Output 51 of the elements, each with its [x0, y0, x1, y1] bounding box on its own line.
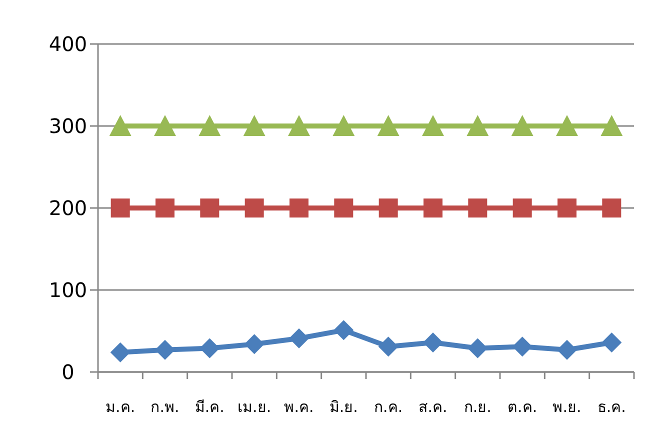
point [556, 115, 578, 136]
point [332, 115, 355, 136]
point [109, 115, 132, 136]
x-tick-label: ม.ค. [106, 398, 136, 416]
y-tick-label: 0 [62, 360, 74, 384]
x-tick-label: ต.ค. [508, 398, 538, 416]
point [558, 198, 576, 218]
point [288, 115, 310, 136]
point [244, 334, 264, 354]
point [423, 332, 443, 352]
point [424, 198, 442, 218]
x-tick-label: พ.ค. [284, 398, 314, 416]
point [602, 332, 622, 352]
x-tick-label: พ.ย. [552, 398, 582, 416]
point [110, 198, 130, 218]
x-tick-label: ก.พ. [150, 398, 180, 416]
x-tick-label: มิ.ย. [329, 398, 358, 416]
x-tick-label: ธ.ค. [597, 398, 626, 416]
y-tick-label: 400 [48, 32, 88, 56]
point [156, 198, 174, 218]
point [243, 115, 266, 136]
x-tick-label: ก.ค. [374, 398, 403, 416]
point [154, 115, 176, 136]
point [289, 328, 309, 348]
point [200, 338, 220, 358]
y-tick-label: 300 [48, 114, 88, 138]
point [511, 115, 534, 136]
point [600, 115, 623, 136]
point [334, 198, 354, 218]
point [244, 198, 264, 218]
point [198, 115, 221, 136]
point [334, 320, 354, 340]
point [110, 342, 130, 362]
x-tick-label: เม.ย. [238, 398, 272, 416]
x-tick-label: มี.ค. [194, 398, 224, 416]
point [602, 198, 622, 218]
point [512, 198, 532, 218]
point [466, 115, 489, 136]
y-tick-label: 200 [48, 196, 88, 220]
point [290, 198, 308, 218]
x-tick-label: ส.ค. [418, 398, 448, 416]
x-tick-label: ก.ย. [464, 398, 492, 416]
point [378, 336, 398, 357]
point [422, 115, 444, 136]
point [377, 115, 400, 136]
point [378, 198, 398, 218]
y-tick-label: 100 [48, 278, 88, 302]
point [155, 340, 175, 360]
point [557, 340, 577, 360]
point [200, 198, 220, 218]
point [468, 198, 488, 218]
